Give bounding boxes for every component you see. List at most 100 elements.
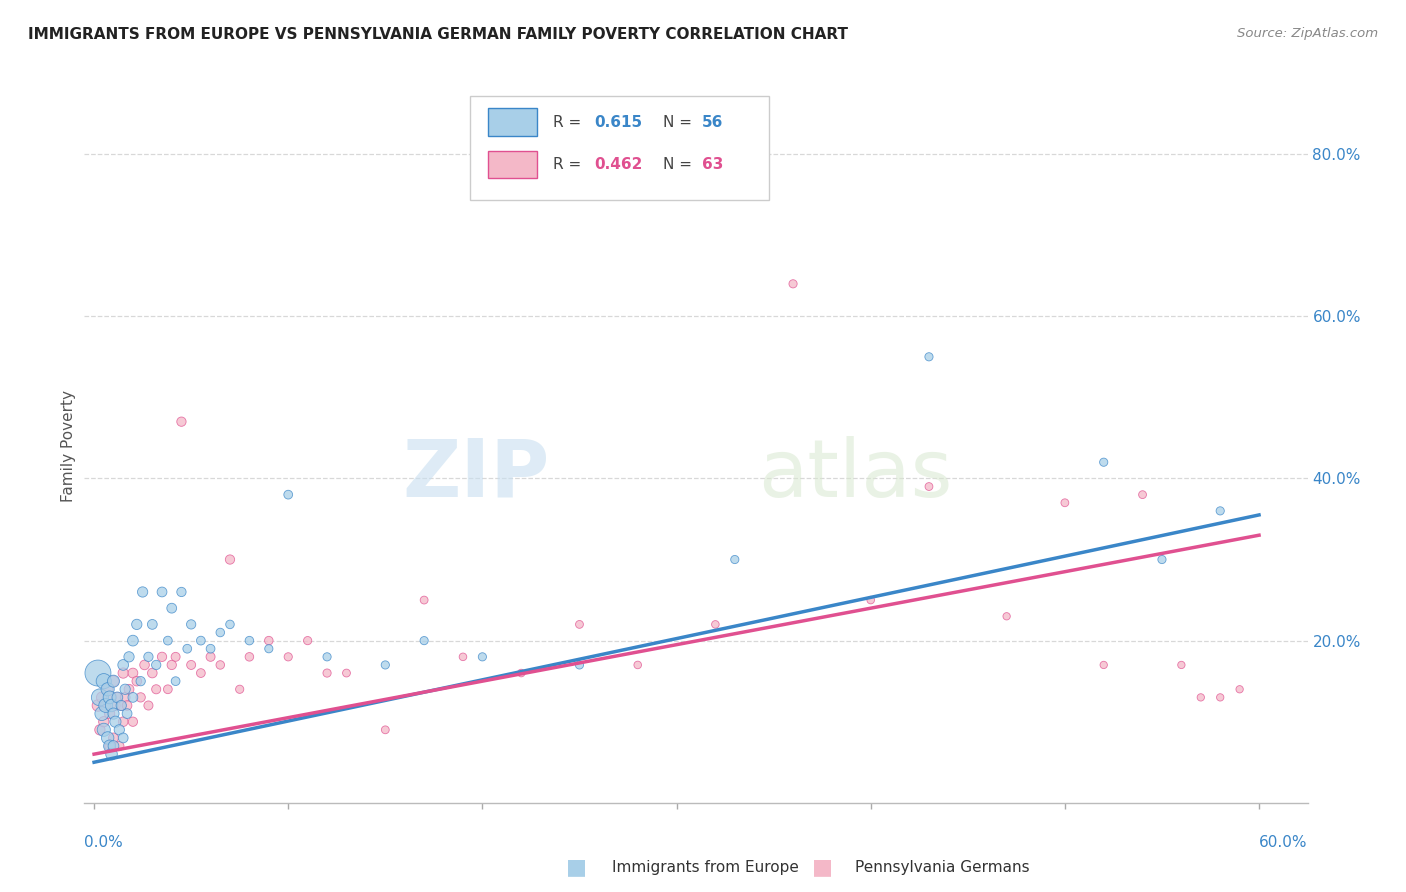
Text: ZIP: ZIP — [402, 435, 550, 514]
Point — [627, 657, 650, 672]
Point — [724, 552, 747, 566]
Point — [138, 649, 160, 664]
Point — [1150, 552, 1173, 566]
Point — [129, 674, 152, 689]
Point — [1092, 657, 1115, 672]
Point — [98, 706, 121, 721]
Point — [451, 649, 474, 664]
Point — [1209, 504, 1232, 518]
Point — [89, 723, 111, 737]
Point — [108, 723, 131, 737]
Point — [112, 714, 135, 729]
Point — [180, 657, 202, 672]
Point — [918, 350, 941, 364]
Point — [471, 649, 494, 664]
Point — [93, 723, 115, 737]
Point — [97, 731, 120, 745]
Point — [335, 666, 357, 681]
Point — [104, 698, 127, 713]
FancyBboxPatch shape — [488, 109, 537, 136]
Point — [160, 657, 183, 672]
Point — [1189, 690, 1212, 705]
Point — [374, 723, 396, 737]
Point — [122, 666, 145, 681]
Point — [568, 617, 591, 632]
Text: N =: N = — [664, 157, 697, 172]
Point — [374, 657, 396, 672]
Point — [277, 649, 299, 664]
Point — [93, 714, 115, 729]
Point — [190, 633, 212, 648]
Point — [180, 617, 202, 632]
Point — [103, 674, 125, 689]
Point — [114, 682, 136, 697]
Point — [87, 698, 110, 713]
Point — [94, 698, 117, 713]
Point — [257, 633, 280, 648]
Point — [1229, 682, 1251, 697]
Point — [238, 649, 260, 664]
Y-axis label: Family Poverty: Family Poverty — [60, 390, 76, 502]
Point — [131, 585, 153, 599]
Point — [98, 739, 121, 753]
Text: N =: N = — [664, 114, 697, 129]
Point — [257, 641, 280, 656]
Point — [125, 617, 148, 632]
Point — [87, 666, 110, 681]
Point — [125, 674, 148, 689]
Point — [103, 731, 125, 745]
Point — [782, 277, 804, 291]
Text: Source: ZipAtlas.com: Source: ZipAtlas.com — [1237, 27, 1378, 40]
Point — [145, 682, 167, 697]
Point — [413, 633, 436, 648]
Text: 0.462: 0.462 — [595, 157, 643, 172]
Point — [170, 585, 193, 599]
Text: 56: 56 — [702, 114, 724, 129]
Point — [219, 552, 242, 566]
Point — [122, 714, 145, 729]
Point — [112, 657, 135, 672]
Text: atlas: atlas — [758, 435, 952, 514]
Text: 0.615: 0.615 — [595, 114, 643, 129]
Text: 60.0%: 60.0% — [1260, 836, 1308, 850]
Text: 63: 63 — [702, 157, 724, 172]
Point — [108, 739, 131, 753]
FancyBboxPatch shape — [488, 152, 537, 178]
Point — [141, 617, 163, 632]
Point — [165, 674, 187, 689]
Point — [568, 657, 591, 672]
Point — [103, 674, 125, 689]
Text: Immigrants from Europe: Immigrants from Europe — [612, 860, 799, 874]
Point — [97, 682, 120, 697]
Point — [413, 593, 436, 607]
Point — [118, 649, 141, 664]
Point — [110, 698, 132, 713]
Point — [1132, 488, 1154, 502]
Text: R =: R = — [553, 157, 586, 172]
Point — [112, 731, 135, 745]
Point — [105, 690, 128, 705]
Point — [209, 625, 232, 640]
Point — [510, 666, 533, 681]
Point — [104, 714, 127, 729]
Point — [141, 666, 163, 681]
Text: 0.0%: 0.0% — [84, 836, 124, 850]
Point — [138, 698, 160, 713]
Point — [316, 649, 339, 664]
Point — [103, 706, 125, 721]
Point — [134, 657, 156, 672]
Point — [150, 585, 173, 599]
Point — [110, 698, 132, 713]
Point — [94, 698, 117, 713]
Point — [219, 617, 242, 632]
Point — [90, 690, 112, 705]
Point — [103, 739, 125, 753]
Point — [156, 682, 179, 697]
Text: Pennsylvania Germans: Pennsylvania Germans — [855, 860, 1029, 874]
Point — [115, 706, 138, 721]
Point — [316, 666, 339, 681]
Point — [918, 479, 941, 493]
Point — [150, 649, 173, 664]
Point — [1170, 657, 1192, 672]
Point — [105, 690, 128, 705]
